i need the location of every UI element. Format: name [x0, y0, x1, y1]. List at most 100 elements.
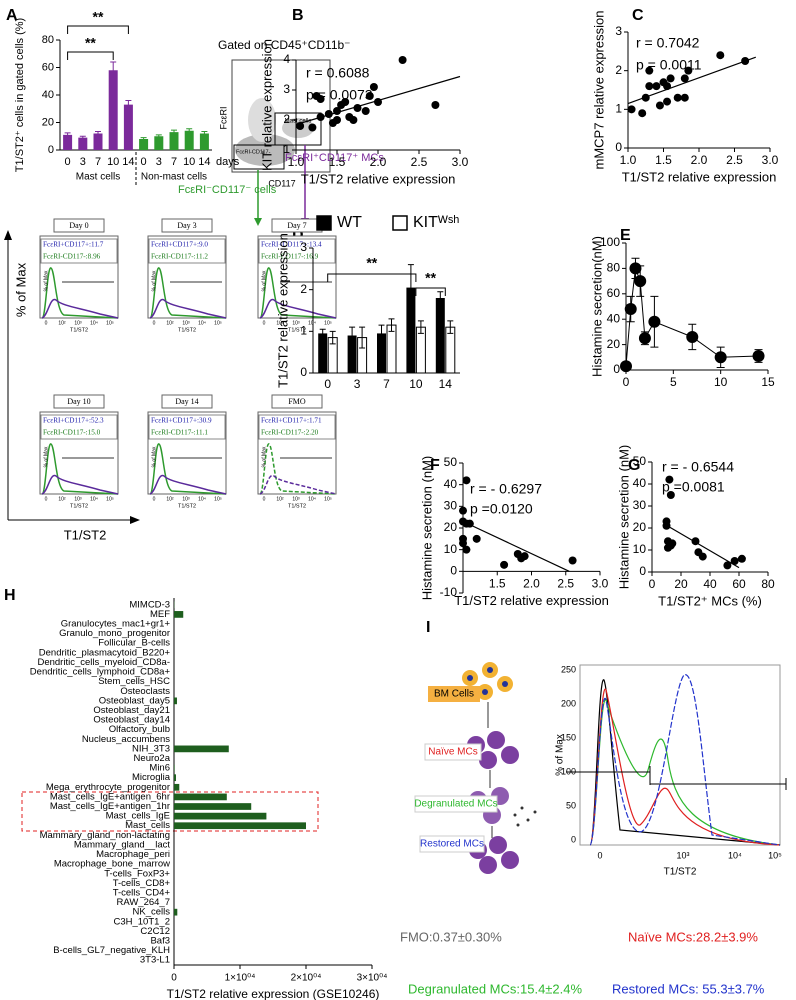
y-tick-label: Dendritic_plasmacytoid_B220+ — [39, 647, 171, 658]
bar — [174, 697, 177, 705]
x-axis-label: T1/ST2 relative expression — [622, 169, 777, 184]
bar — [174, 812, 267, 820]
point — [568, 556, 577, 565]
summary: Restored MCs: 55.3±3.7% — [612, 981, 765, 996]
panel-letter: F — [430, 457, 440, 474]
x-tick-label: 2.5 — [557, 577, 574, 591]
error-bar — [95, 130, 101, 137]
point — [680, 74, 689, 83]
y-tick-label: 100 — [600, 235, 620, 249]
flow-label: FcεRI-CD117-:15.0 — [43, 429, 101, 437]
y-tick-label: MEF — [150, 609, 170, 620]
flow-y-label: % of Max — [13, 262, 28, 317]
y-tick-label: B-cells_GL7_negative_KLH — [53, 945, 170, 956]
x-tick-label: 1.0 — [288, 155, 305, 169]
x-axis-label: T1/ST2 relative expression — [454, 593, 609, 608]
flow-x-label: T1/ST2 — [64, 527, 107, 542]
annotation: r = 0.7042 — [636, 35, 700, 51]
flow-x-tick: 0 — [263, 320, 266, 326]
histogram-frame — [579, 664, 781, 846]
legend-label: Non-mast cells — [141, 172, 207, 183]
x-tick-label: 7 — [171, 156, 177, 168]
hist-y-label: % of Max — [555, 734, 566, 776]
x-tick-label: 10 — [714, 375, 728, 389]
y-tick-label: Mast_cells — [125, 820, 170, 831]
y-tick-label: 20 — [42, 116, 54, 128]
bar — [174, 745, 229, 753]
x-tick-label: 0 — [649, 577, 656, 591]
trendline — [627, 56, 757, 105]
legend-label: Mast cells — [76, 172, 120, 183]
point — [634, 275, 647, 288]
annotation: r = 0.6088 — [306, 65, 370, 81]
annotation: p =0.0120 — [470, 501, 533, 517]
y-tick-label: 50 — [633, 454, 647, 468]
flow-curve — [41, 474, 119, 495]
flow-x-tick: 10² — [166, 320, 174, 326]
bar — [63, 134, 73, 150]
panel-letter: E — [620, 227, 631, 244]
annotation: p =0.0081 — [662, 479, 725, 495]
summary: FMO:0.37±0.30% — [400, 929, 502, 944]
flow-label: FcεRI-CD117-:16.9 — [261, 253, 319, 261]
flow-inner-x-label: T1/ST2 — [178, 503, 196, 509]
y-tick-label: MIMCD-3 — [129, 599, 170, 610]
panel-letter: I — [426, 619, 430, 636]
flow-label: FcεRI+CD117+:52.3 — [43, 417, 104, 425]
point — [500, 560, 509, 569]
y-tick-label: 0 — [300, 365, 307, 379]
error-bar — [407, 264, 414, 311]
y-axis-label: Histamine secretion (nM) — [616, 445, 631, 590]
flow-title-box — [53, 394, 105, 409]
point — [648, 315, 661, 328]
hist-y-tick: 0 — [571, 834, 576, 844]
flow-x-tick: 10⁵ — [106, 496, 114, 502]
error-bar — [186, 128, 193, 134]
flow-x-tick: 10⁴ — [308, 320, 316, 326]
flow-curves — [589, 674, 781, 846]
point — [680, 93, 689, 102]
gate-annotation: FcεRI⁺CD117⁺ MCs — [285, 152, 384, 164]
significance-bracket — [67, 25, 129, 34]
error-bar — [349, 326, 356, 345]
panel-letter: A — [6, 7, 18, 24]
y-tick-label: 40 — [633, 476, 647, 490]
flow-title-box — [53, 218, 105, 233]
flow-title-box — [161, 218, 213, 233]
x-tick-label: 2.5 — [411, 155, 428, 169]
y-tick-label: 0 — [450, 564, 457, 578]
x-tick-label: 1.5 — [655, 153, 672, 167]
flow-curve — [149, 443, 227, 495]
hist-y-tick: 150 — [561, 732, 576, 742]
point — [620, 360, 632, 373]
error-bar — [388, 318, 395, 332]
diagram-label: Degranulated MCs — [414, 799, 497, 810]
flow-curve — [259, 443, 337, 495]
flow-label-box — [148, 414, 226, 440]
flow-curve — [41, 298, 119, 319]
y-tick-label: -10 — [440, 585, 458, 599]
y-tick-label: 30 — [444, 499, 458, 513]
y-tick-label: Baf3 — [150, 936, 170, 947]
hist-x-label: T1/ST2 — [664, 867, 697, 878]
flow-x-tick: 10⁵ — [324, 496, 332, 502]
y-tick-label: T-cells_CD8+ — [113, 878, 171, 889]
label-box — [428, 686, 480, 702]
flow-x-tick: 10³ — [74, 496, 82, 502]
bar — [435, 298, 445, 373]
flow-title: Day 7 — [287, 221, 306, 230]
error-bar — [437, 291, 444, 305]
label-box — [419, 835, 485, 853]
point — [638, 109, 647, 118]
flow-x-tick: 10⁴ — [198, 320, 206, 326]
panel-letter: H — [4, 587, 16, 604]
point — [655, 101, 664, 110]
flow-curve — [149, 474, 227, 495]
bar — [318, 333, 328, 373]
point — [341, 98, 350, 106]
x-tick-label: 0 — [324, 377, 331, 391]
x-tick-label: 14 — [122, 156, 134, 168]
x-tick-label: 3 — [354, 377, 361, 391]
legend-label: WT — [337, 214, 362, 231]
point — [723, 561, 732, 570]
